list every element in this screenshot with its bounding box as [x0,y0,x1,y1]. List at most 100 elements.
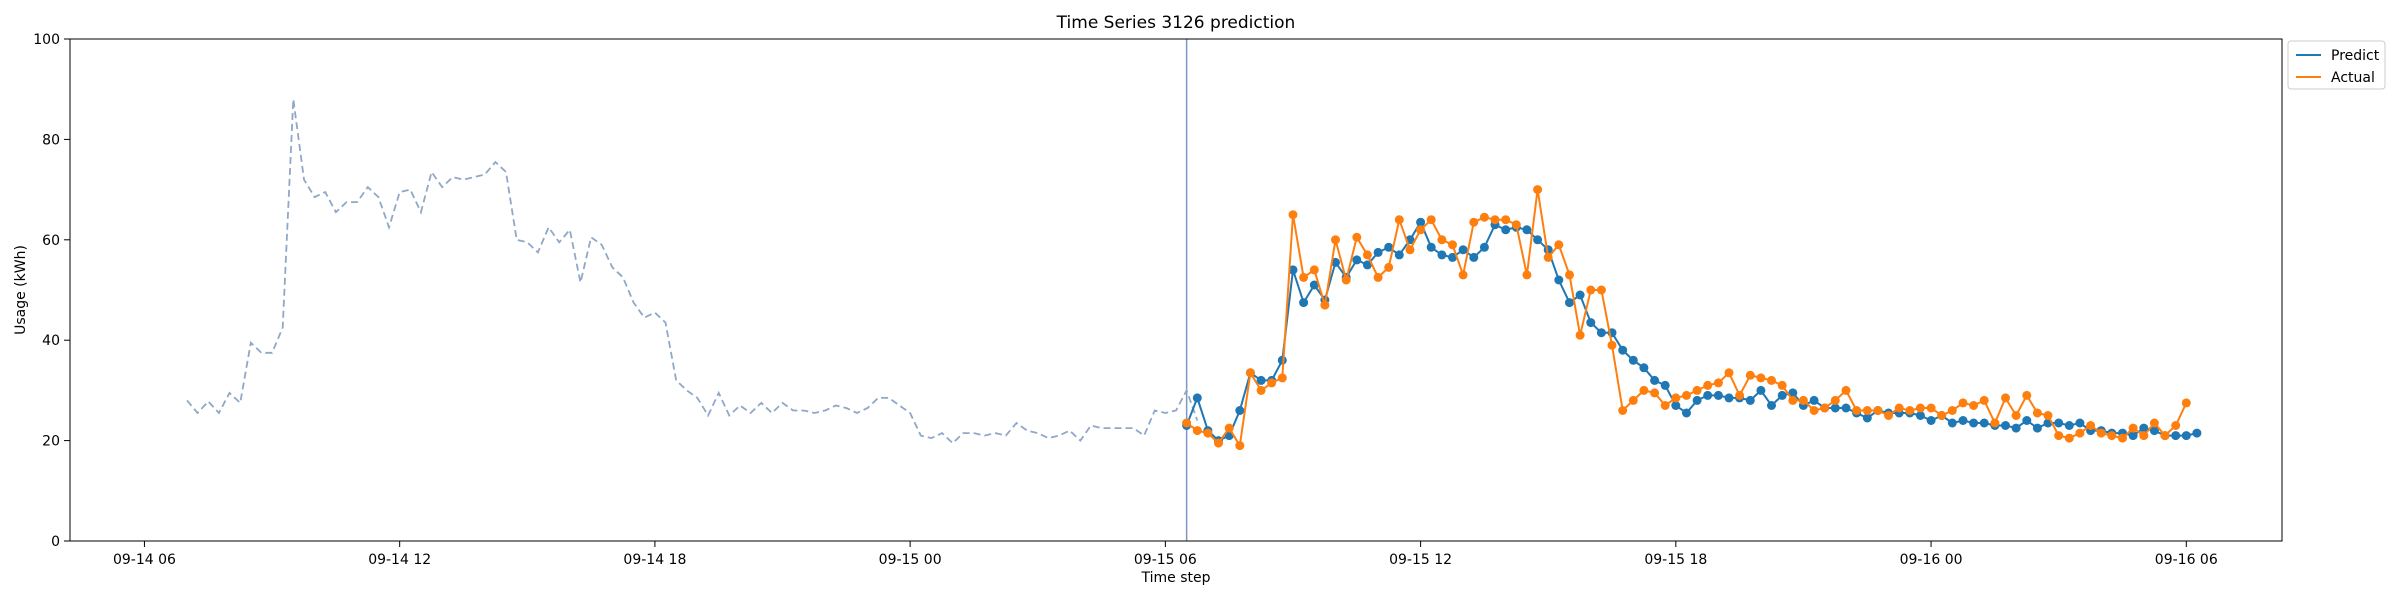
data-point-actual [1841,385,1851,395]
data-point-actual [1798,395,1808,405]
y-tick-label: 0 [51,534,60,550]
data-point-actual [1947,406,1957,415]
data-point-actual [1575,330,1585,340]
data-point-actual [1692,385,1702,395]
data-point-predict [1841,403,1851,413]
data-point-actual [1969,401,1979,410]
history-line [186,99,1199,445]
data-point-predict [1309,280,1319,290]
y-axis-title: Usage (kWh) [13,245,29,335]
data-point-actual [1341,275,1351,285]
plot-area [186,39,2202,541]
data-point-actual [1309,265,1319,275]
data-point-actual [2171,421,2181,430]
data-point-actual [1522,270,1532,280]
data-point-actual [1235,441,1245,451]
y-tick-label: 80 [42,132,60,148]
data-point-predict [1947,418,1957,428]
data-point-actual [1660,401,1670,410]
data-point-actual [1703,380,1713,390]
data-point-actual [1777,380,1787,390]
data-point-actual [1628,395,1638,405]
x-tick-label: 09-14 06 [113,552,176,568]
data-point-actual [1756,373,1766,383]
data-point-actual [2149,418,2159,428]
data-point-actual [1767,375,1776,385]
data-point-actual [1565,270,1574,280]
x-tick-label: 09-15 12 [1389,552,1452,568]
y-tick-label: 60 [42,233,60,249]
data-point-predict [1767,401,1776,410]
data-point-predict [1830,403,1840,413]
data-point-actual [1682,390,1691,400]
data-point-predict [1682,408,1691,418]
data-point-predict [1331,257,1340,267]
data-point-actual [1192,426,1202,436]
data-point-actual [2118,433,2127,443]
data-point-actual [1224,423,1234,433]
data-point-actual [1639,385,1649,395]
data-point-actual [1490,215,1500,225]
data-point-predict [2054,418,2064,428]
data-point-predict [1756,385,1766,395]
data-point-actual [1288,210,1298,220]
data-point-predict [1448,252,1457,262]
data-point-actual [1554,240,1564,250]
data-point-predict [1703,390,1713,400]
data-point-actual [1979,395,1989,405]
data-point-predict [1501,225,1511,235]
data-point-actual [1735,390,1745,400]
data-point-actual [2075,428,2085,438]
data-point-predict [2149,426,2159,436]
data-point-predict [2181,431,2191,441]
data-point-actual [1852,406,1862,415]
data-point-actual [1905,406,1915,415]
data-point-actual [1362,250,1372,260]
data-point-actual [1469,217,1479,227]
data-point-predict [2064,421,2074,430]
y-tick-label: 20 [42,434,60,450]
y-tick-label: 40 [42,333,60,349]
data-point-actual [1384,262,1394,272]
series-line-predict [1185,220,2198,442]
data-point-actual [1926,403,1936,413]
data-point-actual [1277,373,1287,383]
data-point-predict [1724,393,1734,403]
data-point-predict [1788,388,1798,398]
data-point-predict [2171,431,2181,441]
x-tick-label: 09-16 06 [2155,552,2218,568]
data-point-actual [1958,398,1968,408]
data-point-actual [1543,252,1553,262]
data-point-actual [1820,403,1830,413]
chart-title: Time Series 3126 prediction [1056,13,1296,33]
data-point-predict [2001,421,2010,430]
data-point-actual [1267,378,1277,388]
x-tick-label: 09-15 00 [879,552,942,568]
data-point-predict [2032,423,2042,433]
data-point-predict [2022,416,2032,425]
data-point-actual [1596,285,1606,295]
data-point-predict [1745,395,1755,405]
series-line-actual [1186,189,2188,449]
data-point-predict [1394,250,1404,260]
data-point-predict [1628,355,1638,365]
data-point-predict [1777,390,1787,400]
data-point-predict [1362,260,1372,270]
data-point-actual [2022,390,2032,400]
data-point-predict [2075,418,2085,428]
data-point-predict [1639,363,1649,373]
data-point-predict [1469,252,1479,262]
data-point-actual [1182,418,1192,428]
data-point-predict [1426,242,1436,252]
data-point-actual [1426,215,1436,225]
data-point-actual [2160,431,2170,441]
data-point-actual [1373,272,1383,282]
data-point-actual [1501,215,1511,225]
data-point-actual [2001,393,2010,403]
data-point-actual [1671,393,1681,403]
data-point-actual [1724,368,1734,378]
data-point-actual [2181,398,2191,408]
series-actual [1182,185,2191,451]
data-point-predict [1862,413,1872,423]
